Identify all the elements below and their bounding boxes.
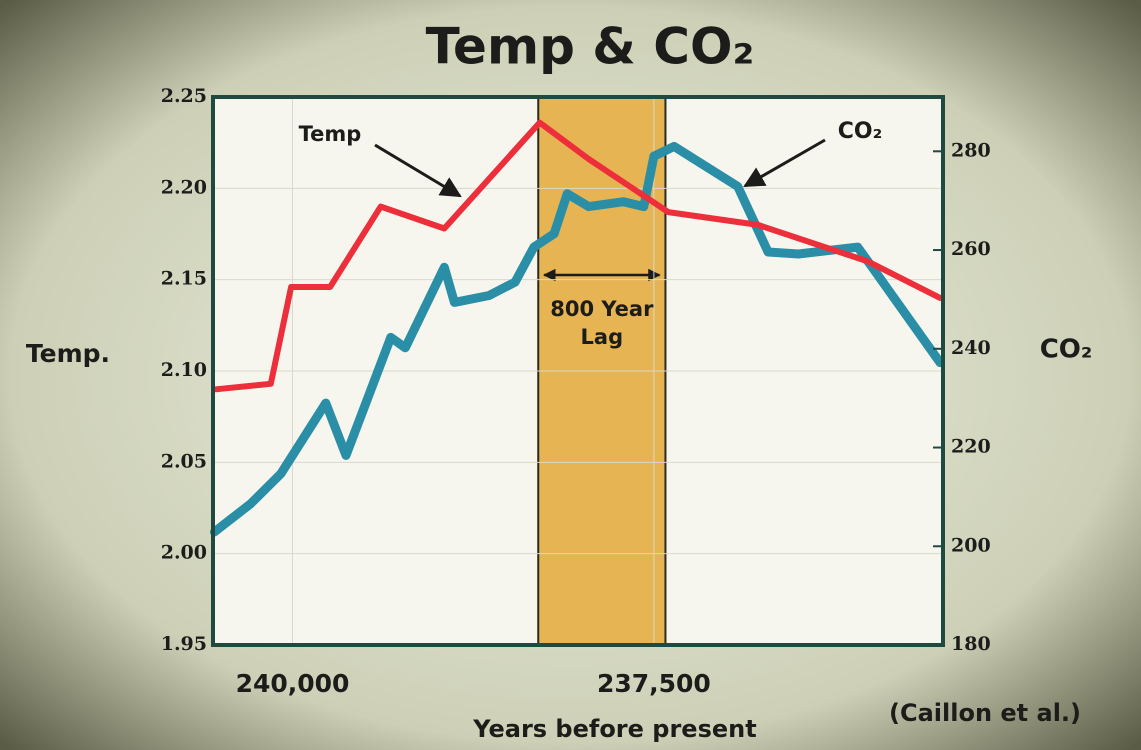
y-axis-label: Temp. (26, 339, 110, 368)
annotation-arrow (743, 138, 826, 188)
y2-axis-label: CO₂ (1040, 335, 1093, 365)
y2-tick-label: 260 (951, 238, 991, 260)
series-annotation: Temp (299, 122, 362, 146)
y-tick-label: 1.95 (161, 633, 207, 655)
annotation-arrow (374, 143, 462, 198)
x-axis-label: Years before present (472, 715, 756, 743)
y2-tick-label: 180 (951, 633, 991, 655)
chart-title: Temp & CO₂ (426, 18, 755, 76)
y-tick-label: 2.25 (161, 85, 207, 107)
y-tick-label: 2.05 (161, 450, 207, 472)
source: (Caillon et al.) (889, 699, 1081, 727)
y-tick-label: 2.20 (161, 176, 207, 198)
y2-tick-label: 220 (951, 436, 991, 458)
y-tick-label: 2.15 (161, 268, 207, 290)
band-label: 800 Year (550, 297, 654, 321)
x-tick-label: 240,000 (236, 669, 350, 698)
series-line (212, 119, 944, 393)
plot-layer (209, 96, 945, 646)
series-line (209, 141, 945, 537)
y-tick-label: 2.10 (161, 359, 207, 381)
x-tick-label: 237,500 (597, 669, 711, 698)
plot-frame (211, 95, 945, 647)
y-tick-label: 2.00 (161, 542, 207, 564)
series-annotation: CO₂ (838, 119, 882, 144)
y2-tick-label: 280 (951, 139, 991, 161)
y2-tick-label: 200 (951, 534, 991, 556)
band-label: Lag (581, 325, 624, 349)
y2-tick-label: 240 (951, 337, 991, 359)
